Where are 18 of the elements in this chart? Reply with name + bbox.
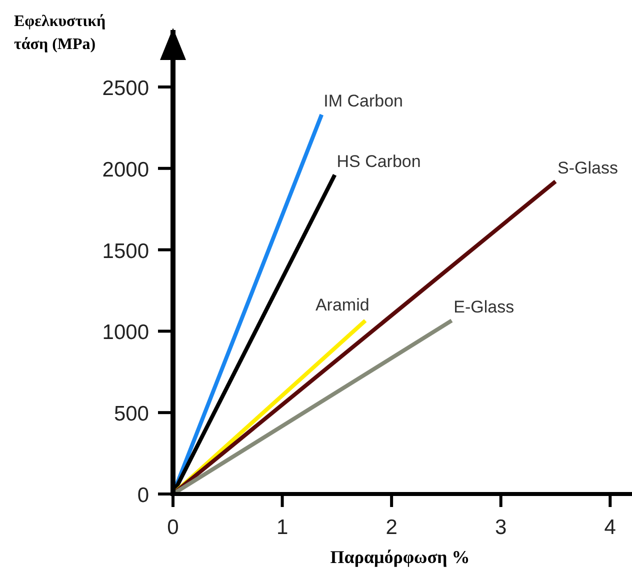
x-tick-label: 0 [167, 516, 179, 539]
y-tick-label: 2000 [102, 158, 149, 182]
x-tick-label: 4 [604, 516, 616, 539]
y-tick-label: 1500 [102, 240, 149, 263]
y-tick-label: 2500 [102, 76, 149, 100]
series-label: HS Carbon [336, 152, 421, 171]
y-tick-label: 1000 [102, 321, 149, 344]
y-tick-label: 0 [137, 484, 149, 507]
series-label: IM Carbon [324, 92, 404, 111]
x-tick-label: 2 [386, 516, 398, 539]
series-label: Aramid [315, 296, 370, 315]
series-label: S-Glass [558, 158, 618, 178]
y-tick-label: 500 [114, 402, 149, 426]
series-label: E-Glass [454, 298, 514, 317]
y-axis-title: Εφελκυστική τάση (MPa) [14, 13, 106, 53]
x-tick-label: 1 [276, 516, 288, 539]
x-axis-title: Παραμόρφωση % [330, 547, 470, 567]
x-tick-label: 3 [495, 516, 507, 539]
